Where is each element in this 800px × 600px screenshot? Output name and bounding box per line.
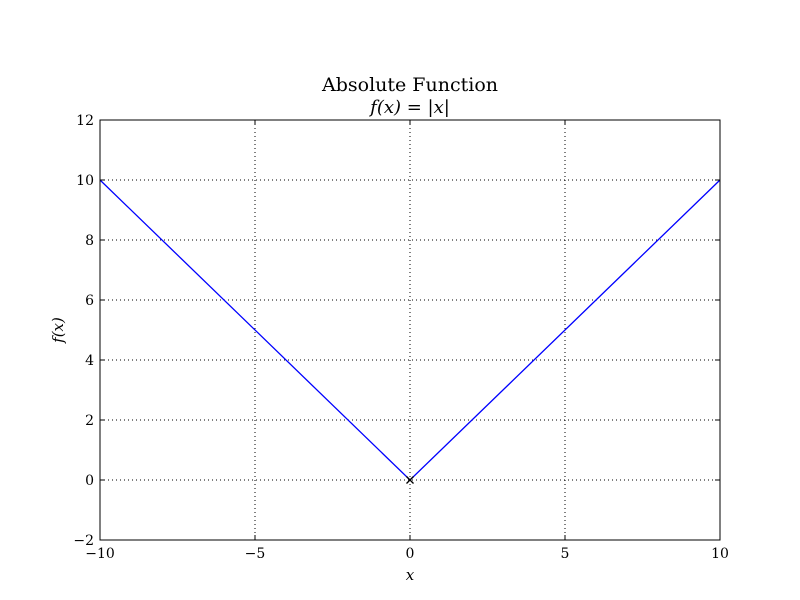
y-tick-label: 0 [85,473,94,489]
y-tick-label: −2 [73,533,94,549]
x-tick-label: 10 [711,546,729,562]
chart-subtitle: f(x) = |x| [368,97,450,118]
y-tick-label: 4 [85,353,94,369]
ticks [99,119,721,541]
x-tick-label: 0 [406,546,415,562]
y-tick-label: 10 [76,173,94,189]
y-axis-label: f(x) [49,317,67,344]
x-tick-labels: −10 −5 0 5 10 [85,546,729,562]
x-marker [406,476,414,484]
y-tick-label: 6 [85,293,94,309]
x-tick-label: −10 [85,546,115,562]
y-tick-label: 12 [76,113,94,129]
x-tick-label: −5 [245,546,266,562]
y-tick-labels: −2 0 2 4 6 8 10 12 [73,113,94,549]
marker-layer [406,476,414,484]
y-tick-label: 2 [85,413,94,429]
chart-title: Absolute Function [321,74,498,96]
y-tick-label: 8 [85,233,94,249]
grid [99,119,721,541]
x-axis-label: x [406,566,415,584]
x-tick-label: 5 [561,546,570,562]
